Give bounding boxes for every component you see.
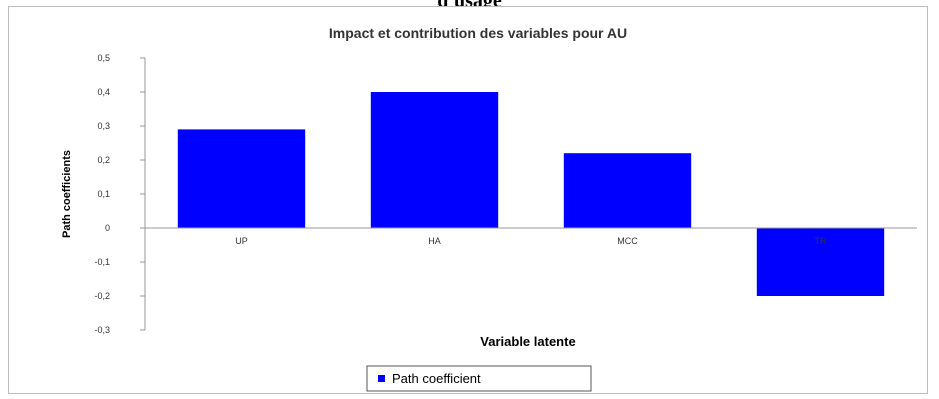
y-axis-label: Path coefficients	[61, 150, 73, 238]
bars	[177, 92, 885, 296]
y-tick-label: 0,5	[97, 53, 110, 63]
y-tick-label: 0,2	[97, 155, 110, 165]
x-axis-labels: UP HA MCC TR	[235, 236, 827, 246]
x-category-label: UP	[235, 236, 248, 246]
x-category-label: HA	[428, 236, 441, 246]
bar-tr	[756, 228, 885, 296]
legend-box	[366, 365, 592, 392]
y-axis: 0,5 0,4 0,3 0,2 0,1 0 -0,1 -0,2 -0,3	[94, 53, 145, 335]
y-tick-label: -0,2	[94, 291, 110, 301]
legend-swatch	[378, 375, 385, 382]
x-axis-label: Variable latente	[480, 334, 575, 349]
bar-up	[177, 129, 306, 228]
x-category-label: TR	[815, 236, 827, 246]
y-tick-label: -0,3	[94, 325, 110, 335]
y-tick-label: 0,3	[97, 121, 110, 131]
y-tick-label: -0,1	[94, 257, 110, 267]
y-tick-label: 0,4	[97, 87, 110, 97]
y-tick-label: 0	[105, 223, 110, 233]
chart-title: Impact et contribution des variables pou…	[329, 25, 627, 41]
y-tick-label: 0,1	[97, 189, 110, 199]
legend: Path coefficient	[366, 365, 592, 392]
legend-label: Path coefficient	[392, 371, 481, 386]
bar-mcc	[563, 153, 692, 228]
x-category-label: MCC	[617, 236, 638, 246]
bar-ha	[370, 92, 499, 228]
